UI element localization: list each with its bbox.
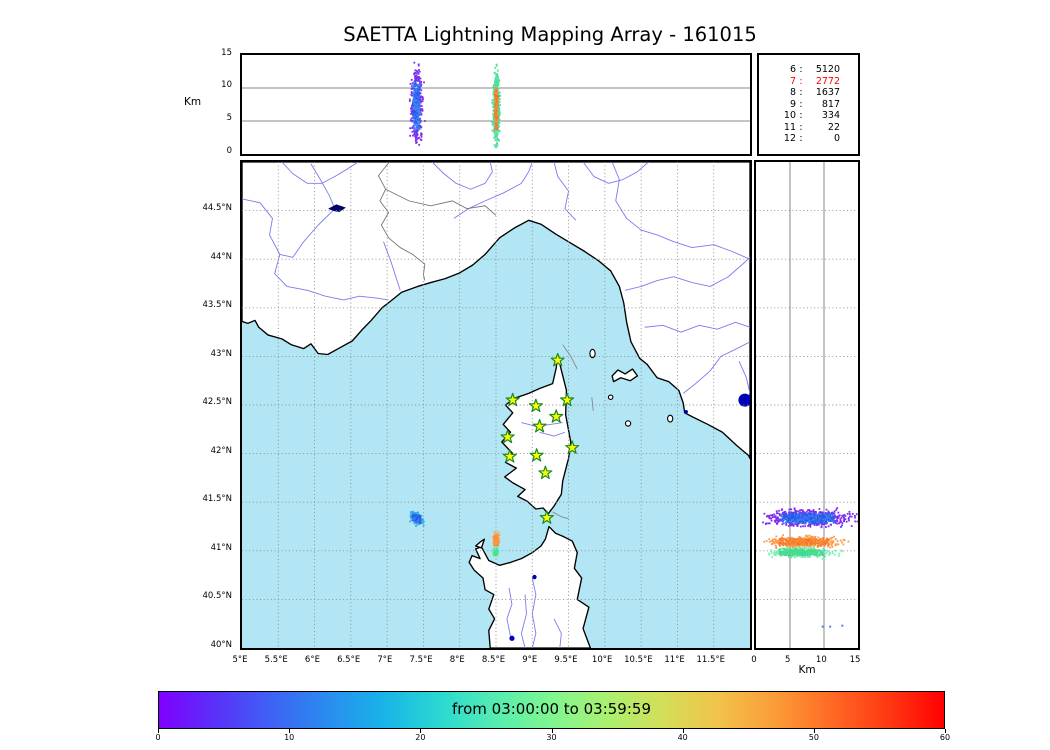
source-count-stats-box: 6:5120 7:2772 8:1637 9:817 10:334 11:22 12:0	[757, 53, 860, 156]
map-xtick-label: 9.5°E	[554, 655, 578, 665]
source-count-row: 10:334	[783, 110, 840, 122]
source-count-row: 9:817	[789, 98, 840, 110]
map-ytick-label: 42°N	[210, 445, 232, 456]
map-xtick-label: 7°E	[377, 655, 393, 665]
right-panel-xtick-label: 15	[849, 655, 861, 665]
colorbar-tick-mark	[158, 729, 159, 733]
map-ytick-label: 44°N	[210, 251, 232, 262]
scatter-cluster-cell-b-map-green	[492, 546, 500, 558]
scatter-cluster-cell-a-alt-lat	[762, 507, 858, 529]
altitude-latitude-plot	[756, 162, 858, 648]
map-ytick-label: 43°N	[210, 348, 232, 359]
colorbar-tick-mark	[551, 729, 553, 733]
station-star-marker	[505, 392, 520, 407]
lon-altitude-panel	[240, 53, 752, 156]
right-panel-xtick-label: 5	[784, 655, 791, 665]
scatter-cluster-cell-b-alt-lat-orange	[763, 534, 850, 549]
map-xtick-label: 9°E	[522, 655, 538, 665]
top-panel-ytick-label: 10	[221, 80, 232, 91]
country-borders	[377, 162, 497, 281]
map-xtick-label: 5.5°E	[264, 655, 288, 665]
source-count-row: 7:2772	[789, 75, 840, 87]
map-xtick-label: 8°E	[449, 655, 465, 665]
landmasses	[242, 162, 750, 648]
colorbar-title: from 03:00:00 to 03:59:59	[451, 700, 651, 718]
map-ytick-label: 44.5°N	[202, 203, 232, 213]
colorbar: from 03:00:00 to 03:59:59	[158, 691, 945, 729]
top-panel-ytick-label: 5	[226, 112, 232, 123]
scatter-cluster-cell-a-map	[409, 510, 425, 527]
colorbar-tick-mark	[289, 729, 291, 733]
right-panel-xtick-label: 10	[815, 655, 827, 665]
altitude-axis-label-left: Km	[184, 96, 202, 108]
station-star-marker	[550, 352, 565, 367]
source-count-row: 6:5120	[789, 63, 840, 75]
station-star-marker	[565, 440, 580, 454]
map-xtick-label: 6.5°E	[337, 655, 361, 665]
map-ytick-label: 40°N	[210, 639, 232, 650]
altitude-latitude-panel	[754, 160, 860, 650]
source-count-row: 11:22	[783, 121, 840, 133]
colorbar-tick-mark	[945, 729, 946, 733]
altitude-axis-label-bottom: Km	[798, 664, 816, 676]
map-ytick-label: 43.5°N	[202, 300, 232, 310]
colorbar-tick-label: 0	[155, 733, 161, 742]
station-star-marker	[502, 449, 517, 463]
scatter-cluster-cell-b-map-orange	[491, 530, 501, 549]
top-panel-ytick-label: 0	[226, 145, 232, 156]
map-xtick-label: 7.5°E	[409, 655, 433, 665]
map-ytick-label: 42.5°N	[202, 397, 232, 407]
map-xtick-label: 6°E	[304, 655, 320, 665]
scatter-cluster-cell-b-alt-lat-green	[768, 546, 844, 561]
map-xtick-label: 5°E	[232, 655, 248, 665]
colorbar-gradient	[159, 692, 944, 728]
isolated-source-point	[841, 624, 844, 627]
scatter-cluster-cell-b-lon-alt	[490, 63, 502, 149]
map-xtick-label: 11.5°E	[696, 655, 726, 665]
station-star-marker	[528, 398, 543, 413]
colorbar-tick-label: 40	[677, 733, 688, 742]
map-xtick-label: 10°E	[591, 655, 613, 665]
station-star-marker	[539, 510, 554, 524]
map-ytick-label: 41.5°N	[202, 494, 232, 504]
map-gridlines	[242, 162, 750, 648]
station-star-marker	[532, 418, 547, 433]
map-xtick-label: 8.5°E	[481, 655, 506, 665]
colorbar-tick-mark	[420, 729, 422, 733]
colorbar-tick-label: 50	[808, 733, 819, 742]
map-ytick-label: 41°N	[210, 542, 232, 553]
station-star-marker	[500, 429, 515, 444]
sea-route-lines	[552, 344, 594, 520]
source-count-row: 12:0	[783, 133, 840, 145]
right-panel-xtick-label: 0	[751, 655, 757, 665]
plot-title: SAETTA Lightning Mapping Array - 161015	[343, 23, 757, 46]
lon-altitude-plot	[242, 55, 750, 154]
map-xtick-label: 10.5°E	[624, 655, 653, 665]
station-star-marker	[549, 409, 564, 423]
colorbar-tick-label: 60	[939, 733, 951, 742]
colorbar-tick-label: 10	[284, 733, 295, 742]
top-panel-ytick-label: 15	[221, 47, 232, 58]
station-star-marker	[538, 465, 553, 480]
map-panel	[240, 160, 752, 650]
colorbar-tick-mark	[682, 729, 684, 733]
isolated-source-point	[821, 625, 824, 628]
scatter-cluster-cell-a-lon-alt	[408, 61, 426, 146]
map-ytick-label: 40.5°N	[202, 591, 232, 601]
colorbar-tick-label: 20	[415, 733, 426, 742]
map-xtick-label: 11°E	[664, 655, 685, 665]
lma-stations	[500, 352, 580, 524]
station-star-marker	[529, 448, 544, 462]
source-count-row: 8:1637	[789, 87, 840, 99]
isolated-source-point	[829, 625, 832, 628]
colorbar-tick-mark	[813, 729, 815, 733]
colorbar-tick-label: 30	[546, 733, 557, 742]
station-star-marker	[560, 392, 575, 407]
map-plot	[242, 162, 750, 648]
lakes	[328, 204, 750, 641]
